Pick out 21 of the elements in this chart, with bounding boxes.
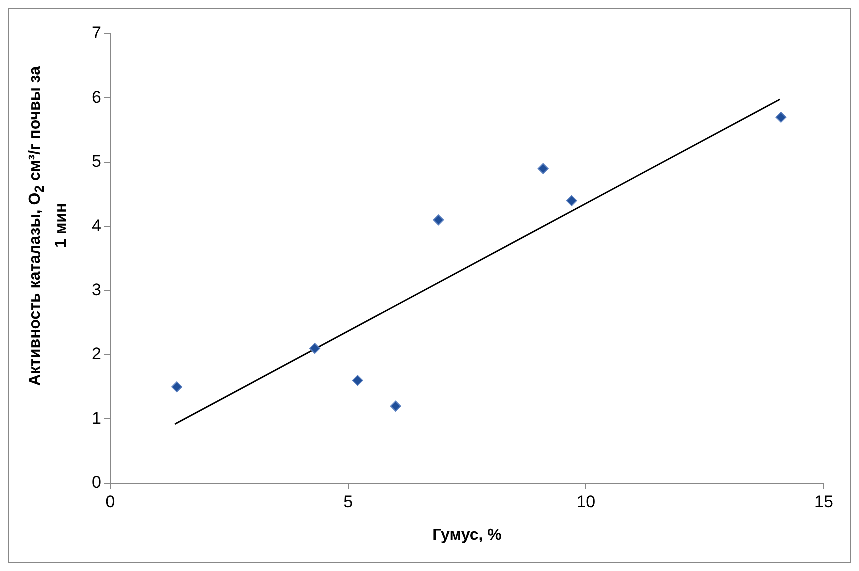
point <box>538 163 549 174</box>
point <box>433 214 444 226</box>
point <box>390 400 402 412</box>
y-tick-label: 7 <box>92 24 102 43</box>
y-tick-label: 1 <box>92 408 102 428</box>
y-tick-label: 2 <box>92 344 102 364</box>
point <box>566 195 578 206</box>
y-tick-label: 4 <box>92 216 102 236</box>
x-tick-label: 10 <box>576 492 596 512</box>
point <box>776 112 787 123</box>
point <box>172 382 183 393</box>
point <box>352 375 364 386</box>
y-tick-label: 3 <box>92 280 102 300</box>
y-tick-label: 0 <box>92 473 102 492</box>
x-tick-label: 5 <box>344 492 354 512</box>
y-tick-label: 6 <box>92 88 102 107</box>
y-tick-label: 5 <box>92 152 102 172</box>
x-tick-label: 15 <box>814 492 834 512</box>
point <box>310 343 321 354</box>
x-axis-title: Гумус, % <box>432 526 502 544</box>
x-tick-label: 0 <box>106 492 116 512</box>
